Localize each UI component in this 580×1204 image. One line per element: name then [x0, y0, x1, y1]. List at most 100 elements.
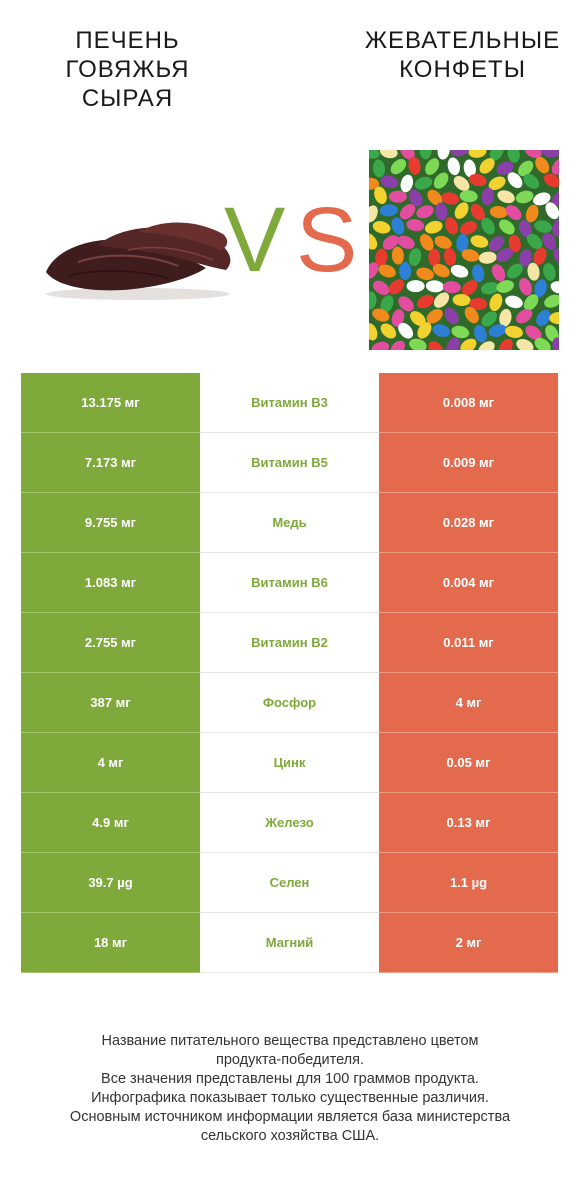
- jelly-bean: [463, 159, 476, 178]
- jelly-bean: [388, 190, 407, 203]
- jelly-bean: [417, 294, 434, 309]
- jelly-bean: [553, 248, 559, 265]
- jelly-bean: [542, 232, 556, 250]
- jelly-bean: [552, 337, 559, 350]
- jelly-bean: [460, 221, 477, 235]
- right-value: 0.028 мг: [379, 492, 558, 553]
- jelly-bean: [551, 158, 559, 175]
- right-value: 0.009 мг: [379, 432, 558, 493]
- jelly-bean: [428, 248, 441, 267]
- jelly-bean: [497, 190, 515, 204]
- jelly-bean: [372, 308, 390, 322]
- table-row: 387 мг Фосфор 4 мг: [21, 672, 558, 733]
- jelly-bean: [419, 150, 432, 160]
- jelly-bean: [428, 341, 444, 350]
- jelly-bean: [523, 173, 540, 189]
- jelly-bean: [379, 204, 398, 217]
- right-value: 4 мг: [379, 672, 558, 733]
- jelly-bean: [496, 280, 514, 293]
- footer-line: сельского хозяйства США.: [200, 1128, 380, 1144]
- jelly-bean: [453, 176, 470, 191]
- jelly-bean: [432, 324, 451, 337]
- jelly-bean: [461, 280, 478, 296]
- jelly-bean: [369, 233, 378, 250]
- jelly-bean: [380, 323, 397, 339]
- jelly-bean: [454, 202, 469, 219]
- nutrient-name: Магний: [200, 912, 379, 973]
- table-row: 4.9 мг Железо 0.13 мг: [21, 792, 558, 853]
- jelly-bean: [545, 202, 559, 220]
- jelly-bean: [525, 204, 539, 223]
- jelly-bean: [534, 220, 553, 233]
- jelly-bean: [414, 176, 433, 190]
- jelly-bean: [432, 263, 450, 278]
- jelly-bean: [426, 308, 443, 324]
- jelly-bean: [371, 341, 390, 350]
- nutrient-name: Витамин B2: [200, 612, 379, 673]
- nutrient-comparison-table: 13.175 мг Витамин B3 0.008 мг 7.173 мг В…: [21, 373, 558, 973]
- jelly-bean: [489, 206, 508, 219]
- jelly-bean: [552, 219, 559, 237]
- table-row: 9.755 мг Медь 0.028 мг: [21, 492, 558, 553]
- jelly-bean: [507, 263, 523, 279]
- footer-line: Название питательного вещества представл…: [101, 1033, 479, 1049]
- jelly-bean: [505, 205, 522, 221]
- left-value: 7.173 мг: [21, 432, 200, 493]
- right-value: 0.004 мг: [379, 552, 558, 613]
- jelly-bean: [478, 341, 495, 350]
- jelly-bean: [369, 291, 377, 310]
- jelly-bean: [507, 150, 520, 163]
- jelly-bean: [379, 150, 398, 159]
- footer-line: Основным источником информации является …: [69, 1109, 511, 1125]
- jelly-bean: [450, 264, 469, 278]
- jelly-bean: [470, 203, 485, 221]
- jelly-bean: [505, 325, 523, 339]
- jelly-bean: [375, 248, 388, 267]
- jelly-bean: [408, 248, 422, 266]
- left-value: 18 мг: [21, 912, 200, 973]
- jelly-bean: [378, 264, 396, 278]
- jelly-bean: [543, 263, 556, 281]
- jelly-bean: [468, 150, 487, 158]
- jelly-bean: [488, 176, 506, 191]
- left-product-title: ПЕЧЕНЬ ГОВЯЖЬЯ СЫРАЯ: [40, 26, 215, 113]
- nutrient-name: Цинк: [200, 732, 379, 793]
- jelly-bean: [488, 324, 507, 337]
- right-value: 2 мг: [379, 912, 558, 973]
- vs-label: V S: [220, 190, 360, 296]
- jelly-bean: [526, 233, 543, 249]
- jelly-bean: [536, 309, 551, 327]
- jelly-bean: [519, 278, 532, 296]
- jelly-bean: [408, 156, 421, 175]
- table-row: 4 мг Цинк 0.05 мг: [21, 732, 558, 793]
- jelly-bean: [524, 150, 542, 159]
- right-value: 0.13 мг: [379, 792, 558, 853]
- jelly-bean: [425, 158, 440, 175]
- jelly-bean: [442, 281, 461, 294]
- nutrient-name: Витамин B5: [200, 432, 379, 493]
- jelly-bean: [398, 296, 414, 312]
- footer-line: продукта-победителя.: [215, 1052, 365, 1068]
- jelly-bean: [416, 205, 434, 219]
- jelly-bean: [425, 220, 443, 234]
- jelly-bean: [541, 150, 559, 158]
- jelly-bean: [552, 190, 559, 206]
- jelly-bean: [481, 217, 495, 235]
- nutrient-name: Витамин B3: [200, 373, 379, 433]
- jelly-bean: [499, 219, 515, 235]
- nutrient-name: Фосфор: [200, 672, 379, 733]
- vs-letter-v: V: [224, 189, 286, 291]
- jelly-bean: [443, 247, 457, 266]
- jelly-bean: [409, 338, 427, 350]
- left-value: 4 мг: [21, 732, 200, 793]
- jelly-bean: [507, 172, 523, 189]
- jelly-bean: [481, 187, 494, 206]
- jelly-bean: [519, 249, 532, 267]
- jelly-bean: [369, 205, 378, 223]
- jelly-bean: [369, 150, 380, 159]
- jelly-bean: [400, 150, 415, 160]
- jelly-bean: [515, 190, 534, 204]
- jelly-bean: [406, 280, 425, 293]
- right-value: 0.05 мг: [379, 732, 558, 793]
- jelly-bean: [435, 202, 448, 221]
